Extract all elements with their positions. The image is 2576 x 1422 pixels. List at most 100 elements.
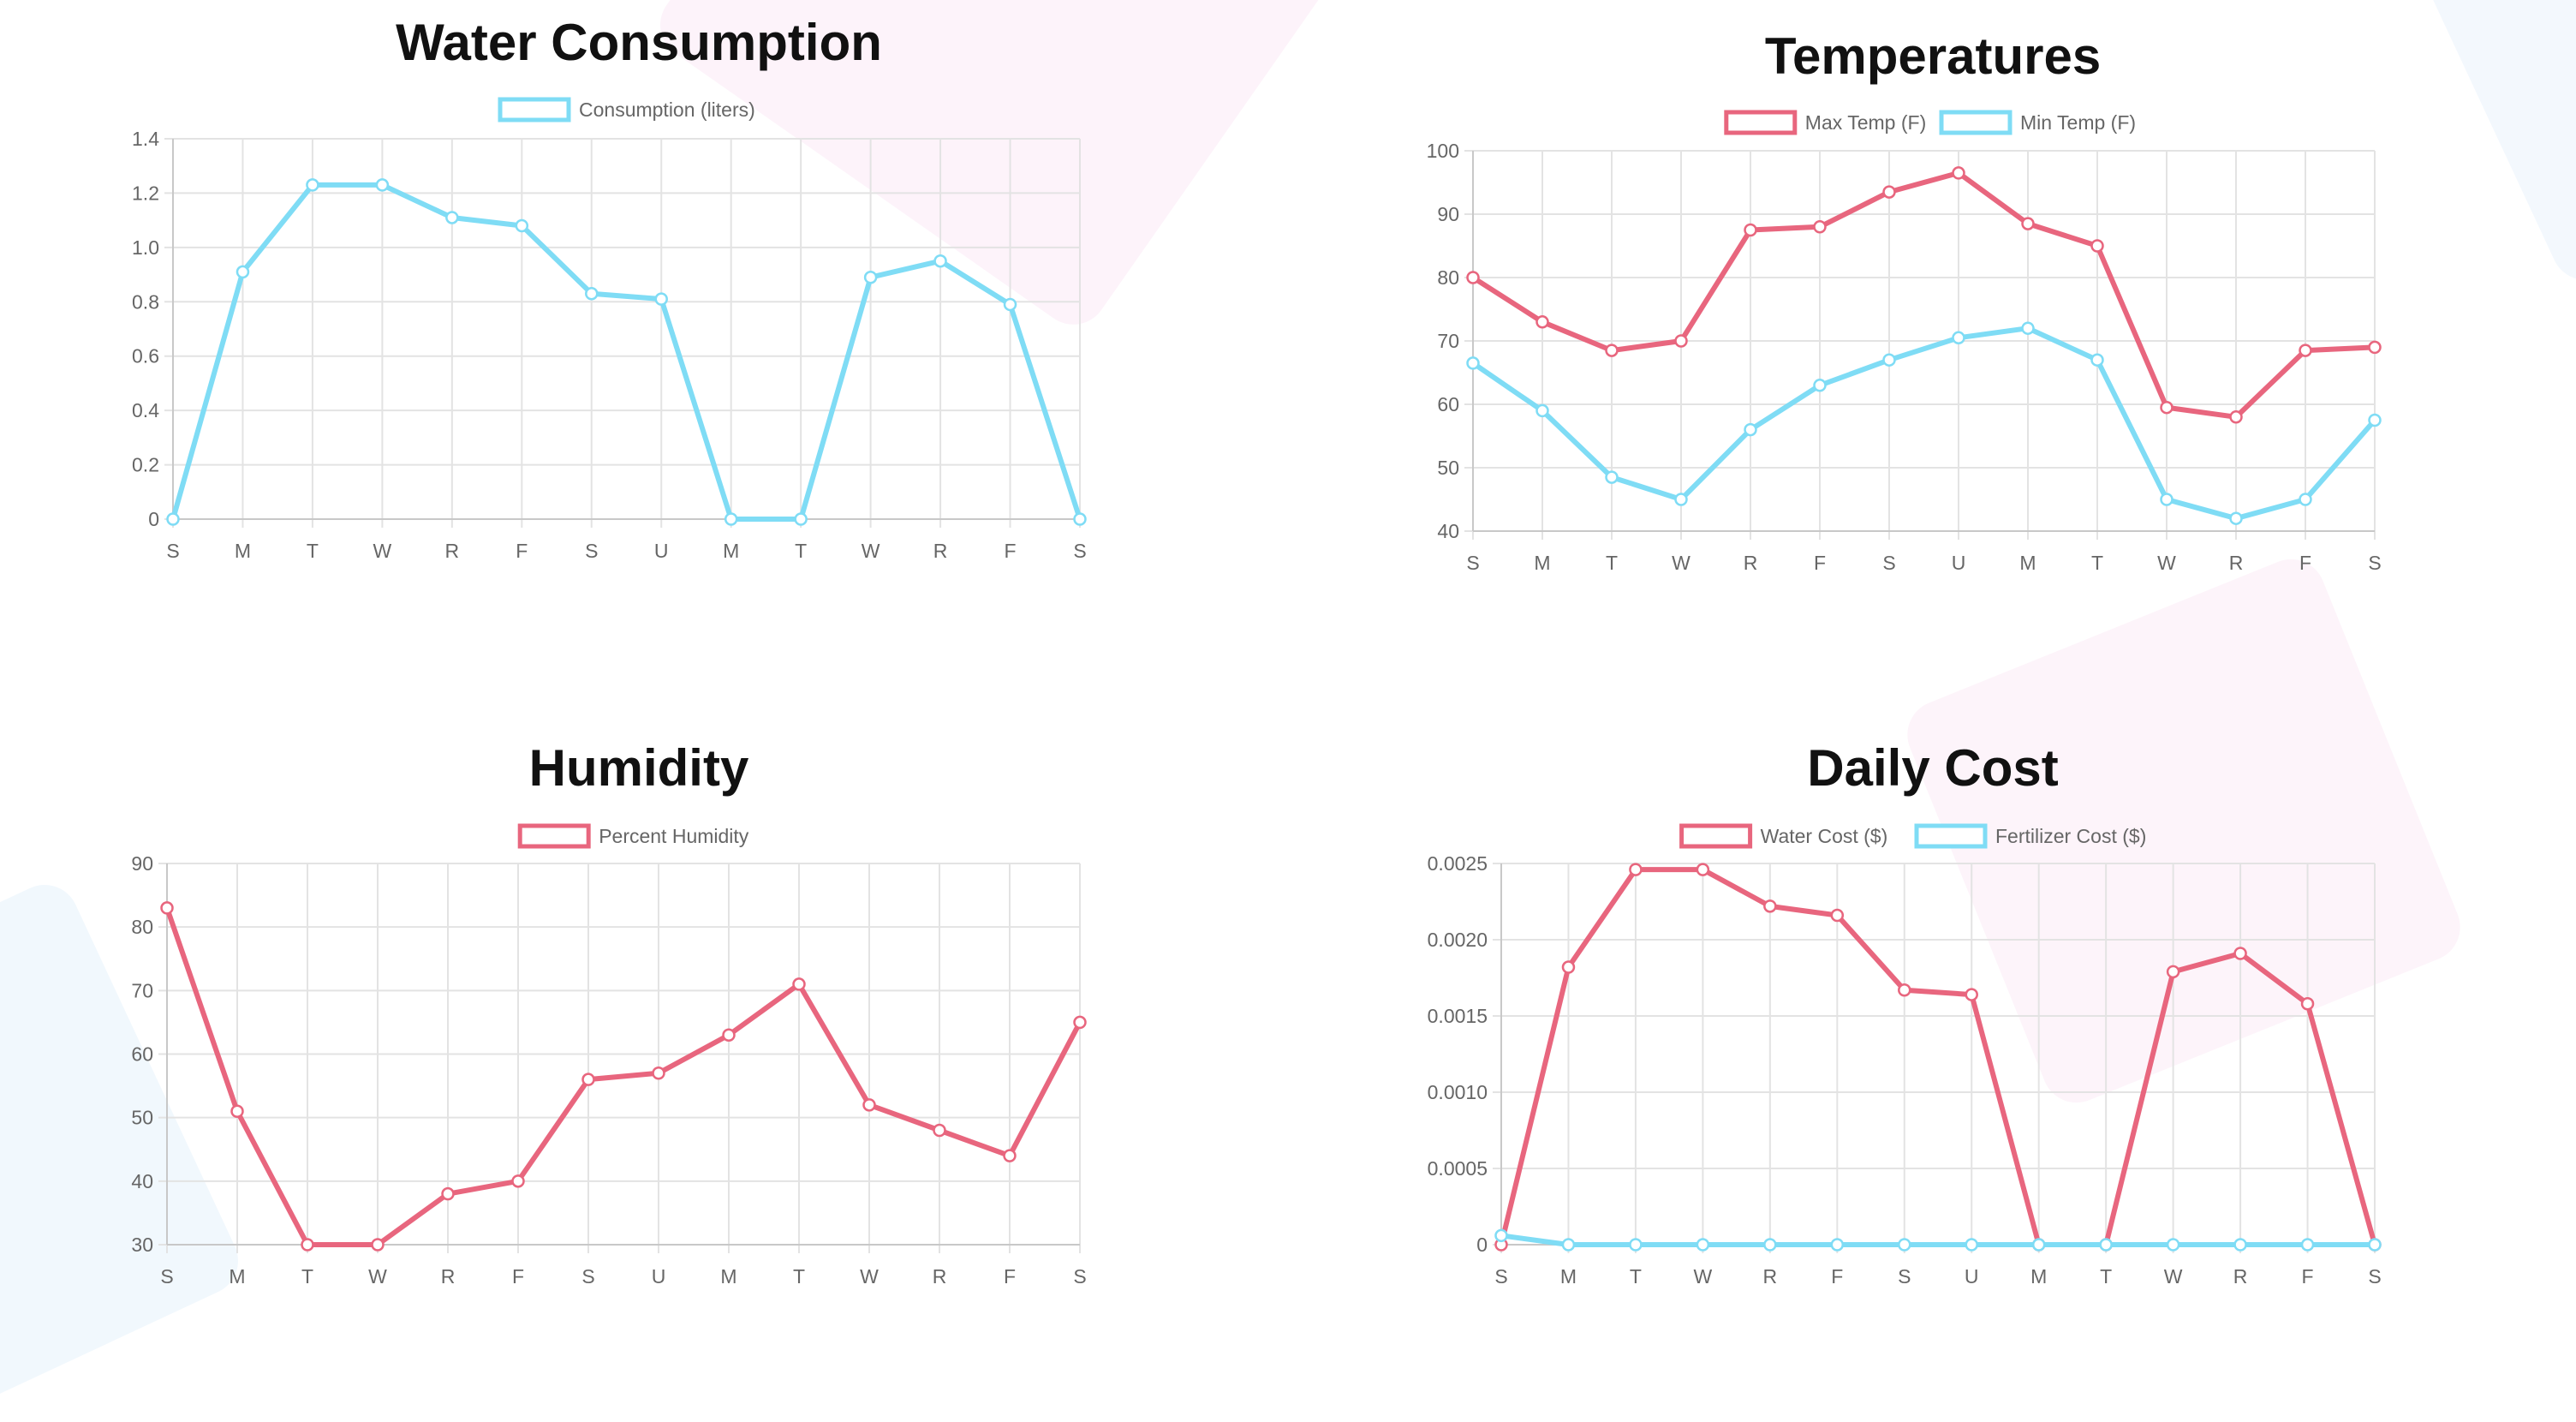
daily-cost-point-water-cost[interactable] [1965,988,1978,1001]
humidity-x-tick-label: U [652,1265,666,1288]
temperatures-point-min-temp-f[interactable] [2299,493,2312,506]
water-consumption-point-consumption-liters[interactable] [794,512,808,526]
water-consumption-y-tick-label: 0.8 [132,290,159,313]
temperatures-point-min-temp-f[interactable] [1952,331,1965,345]
temperatures-point-min-temp-f[interactable] [1813,379,1827,392]
daily-cost-point-water-cost[interactable] [2233,947,2247,960]
daily-cost-legend-item-water-cost[interactable]: Water Cost ($) [1679,823,1888,849]
water-consumption-point-consumption-liters[interactable] [375,178,390,192]
water-consumption-point-consumption-liters[interactable] [1073,512,1087,526]
daily-cost-point-water-cost[interactable] [1763,899,1777,913]
water-consumption-legend-item-consumption-liters[interactable]: Consumption (liters) [498,97,755,122]
temperatures-point-min-temp-f[interactable] [1535,403,1549,418]
daily-cost-point-fertilizer-cost[interactable] [2300,1238,2315,1252]
daily-cost-point-water-cost[interactable] [1830,908,1845,923]
daily-cost-point-water-cost[interactable] [1561,960,1576,974]
water-consumption-point-consumption-liters[interactable] [236,265,250,279]
temperatures-legend-swatch [1724,110,1798,135]
humidity-point-percent-humidity[interactable] [722,1028,736,1042]
daily-cost-legend-label: Water Cost ($) [1761,825,1888,847]
daily-cost-point-fertilizer-cost[interactable] [2031,1238,2046,1252]
humidity-point-percent-humidity[interactable] [230,1104,244,1118]
temperatures-point-max-temp-f[interactable] [1535,315,1549,329]
humidity-point-percent-humidity[interactable] [862,1098,876,1112]
daily-cost-point-fertilizer-cost[interactable] [1763,1238,1777,1252]
daily-cost-point-fertilizer-cost[interactable] [2233,1238,2247,1252]
water-consumption-point-consumption-liters[interactable] [306,178,319,192]
temperatures-legend-item-min-temp-f[interactable]: Min Temp (F) [1939,110,2136,135]
humidity-point-percent-humidity[interactable] [792,977,806,991]
humidity-point-percent-humidity[interactable] [301,1238,314,1252]
water-consumption-point-consumption-liters[interactable] [1003,297,1017,312]
daily-cost-point-fertilizer-cost[interactable] [1629,1238,1643,1252]
daily-cost-point-fertilizer-cost[interactable] [2099,1238,2113,1252]
daily-cost-point-fertilizer-cost[interactable] [1898,1238,1911,1252]
temperatures-point-max-temp-f[interactable] [2021,217,2035,230]
daily-cost-point-water-cost[interactable] [2300,997,2315,1011]
daily-cost-point-water-cost[interactable] [1898,983,1911,997]
temperatures-point-min-temp-f[interactable] [1674,493,1688,506]
water-consumption-point-consumption-liters[interactable] [445,211,459,224]
temperatures-point-max-temp-f[interactable] [1813,220,1827,234]
temperatures-series-max-temp-f [1466,166,2382,424]
temperatures-point-max-temp-f[interactable] [1674,334,1688,348]
daily-cost-point-fertilizer-cost[interactable] [1561,1238,1576,1252]
temperatures-x-tick-label: W [2157,552,2176,574]
temperatures-point-max-temp-f[interactable] [2299,344,2312,357]
temperatures-point-max-temp-f[interactable] [1605,344,1619,357]
daily-cost-point-fertilizer-cost[interactable] [2368,1238,2382,1252]
temperatures-point-max-temp-f[interactable] [1466,271,1480,284]
humidity-point-percent-humidity[interactable] [511,1174,525,1188]
daily-cost-point-fertilizer-cost[interactable] [1830,1238,1845,1252]
temperatures-point-max-temp-f[interactable] [2090,239,2104,253]
humidity-point-percent-humidity[interactable] [933,1123,946,1138]
daily-cost-point-fertilizer-cost[interactable] [1696,1238,1710,1252]
temperatures-point-min-temp-f[interactable] [2160,493,2174,506]
temperatures-point-min-temp-f[interactable] [2090,353,2104,367]
temperatures-point-max-temp-f[interactable] [2160,400,2174,415]
water-consumption-point-consumption-liters[interactable] [515,218,529,233]
humidity-legend-item-percent-humidity[interactable]: Percent Humidity [517,823,749,849]
temperatures-point-min-temp-f[interactable] [2021,321,2035,335]
humidity-point-percent-humidity[interactable] [652,1066,665,1080]
temperatures-point-max-temp-f[interactable] [2368,340,2382,355]
daily-cost-legend-item-fertilizer-cost[interactable]: Fertilizer Cost ($) [1914,823,2146,849]
humidity-y-tick-label: 70 [131,979,153,1001]
temperatures-point-max-temp-f[interactable] [2229,410,2243,424]
daily-cost-legend-swatch [1679,823,1753,849]
humidity-y-tick-label: 50 [131,1107,153,1129]
daily-cost-point-fertilizer-cost[interactable] [1965,1238,1978,1252]
temperatures-point-min-temp-f[interactable] [1605,470,1619,484]
temperatures-point-max-temp-f[interactable] [1744,223,1757,237]
water-consumption-x-tick-label: S [166,540,179,562]
daily-cost-point-fertilizer-cost[interactable] [2166,1238,2180,1252]
temperatures-point-max-temp-f[interactable] [1882,185,1896,199]
daily-cost-series-water-cost [1494,863,2382,1252]
humidity-x-tick-label: R [441,1265,456,1288]
humidity-legend-swatch [517,823,591,849]
daily-cost-point-water-cost[interactable] [2166,965,2180,979]
humidity-point-percent-humidity[interactable] [160,901,174,915]
water-consumption-point-consumption-liters[interactable] [863,270,878,284]
temperatures-point-min-temp-f[interactable] [2229,511,2243,525]
temperatures-point-min-temp-f[interactable] [1882,353,1896,367]
humidity-point-percent-humidity[interactable] [441,1186,455,1201]
humidity-point-percent-humidity[interactable] [371,1238,385,1252]
temperatures-point-min-temp-f[interactable] [2368,413,2382,427]
temperatures-point-min-temp-f[interactable] [1466,356,1480,370]
daily-cost-point-fertilizer-cost[interactable] [1494,1228,1508,1243]
humidity-point-percent-humidity[interactable] [581,1072,595,1086]
daily-cost-line-water-cost [1499,867,2377,1247]
humidity-point-percent-humidity[interactable] [1073,1015,1087,1030]
water-consumption-point-consumption-liters[interactable] [933,254,947,268]
water-consumption-point-consumption-liters[interactable] [166,512,180,526]
daily-cost-point-water-cost[interactable] [1629,863,1643,876]
temperatures-point-min-temp-f[interactable] [1744,422,1757,437]
humidity-point-percent-humidity[interactable] [1003,1149,1017,1162]
temperatures-legend-item-max-temp-f[interactable]: Max Temp (F) [1724,110,1926,135]
water-consumption-point-consumption-liters[interactable] [654,292,668,306]
daily-cost-point-water-cost[interactable] [1696,863,1710,876]
water-consumption-point-consumption-liters[interactable] [585,287,599,301]
temperatures-point-max-temp-f[interactable] [1952,166,1965,180]
water-consumption-point-consumption-liters[interactable] [724,512,738,526]
